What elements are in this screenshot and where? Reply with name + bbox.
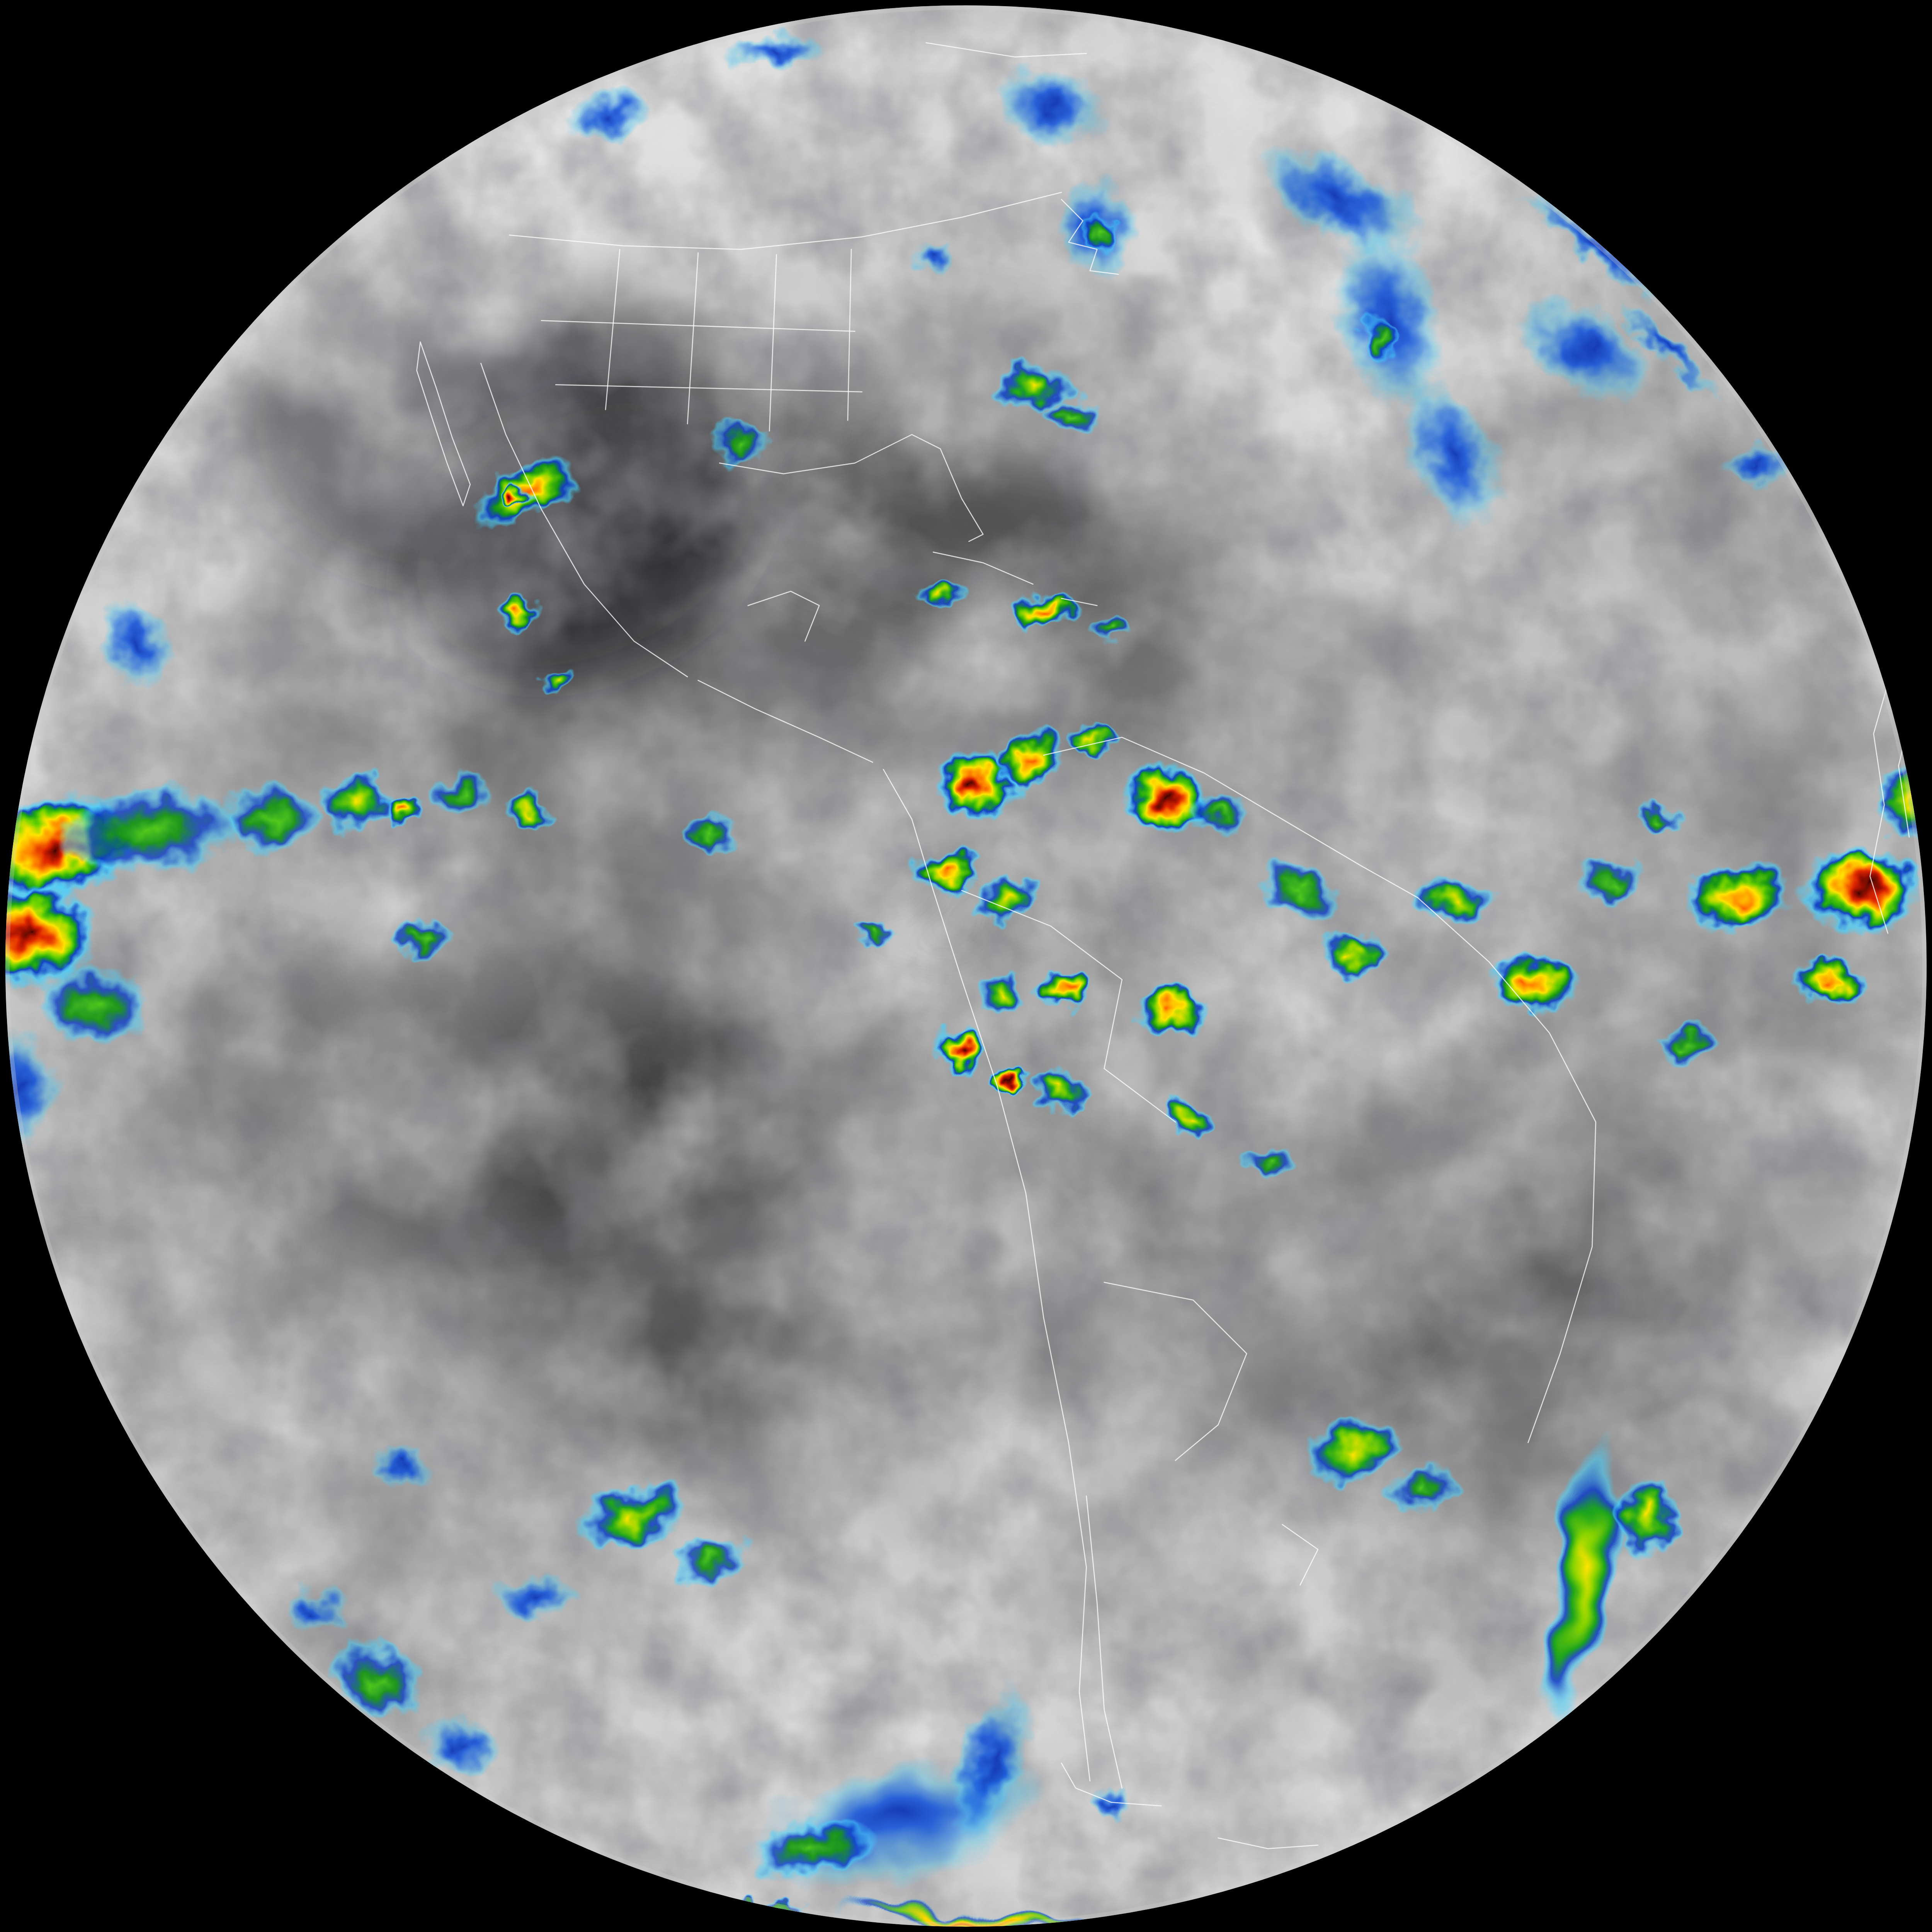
- convection-cell-pacific-cell-c: [427, 769, 492, 819]
- convection-cell-pacific-cell-f: [680, 814, 737, 853]
- convection-cell-pacific-cell-e: [395, 919, 445, 954]
- convection-cell-quebec-speck: [908, 239, 958, 274]
- convection-cell-colombia-cell-c: [913, 848, 981, 898]
- convection-cell-panama-bight-cell: [853, 919, 892, 947]
- convection-cell-pacific-cell-a: [224, 784, 317, 855]
- convection-cell-colombia-cell-d: [976, 874, 1040, 921]
- convection-cell-peru-cell-b: [973, 973, 1029, 1015]
- convection-cell-gulf-cell: [711, 422, 771, 465]
- convection-cell-hudson-green-speck: [1087, 214, 1115, 257]
- convection-cell-pacific-cell-red-spot: [381, 793, 424, 825]
- convection-cell-atl-itcz-d: [1660, 1024, 1717, 1063]
- convection-cell-amazon-center-cluster: [1136, 986, 1208, 1036]
- earth-disk: [0, 0, 1932, 1927]
- convection-cell-spac-west-blue: [371, 1446, 435, 1489]
- convection-cell-atl-itcz-c: [1574, 857, 1645, 903]
- convection-cell-guyana-cell: [1186, 791, 1250, 833]
- convection-cell-brazil-n-green: [1321, 933, 1386, 976]
- convection-cell-spac-specks: [492, 1574, 577, 1617]
- convection-cell-sw-specks: [281, 1588, 345, 1631]
- convection-cell-amazon-green-1: [1033, 1070, 1090, 1109]
- goes-full-disk-ir-image: [0, 0, 1932, 1932]
- convection-cell-caribbean-cell-c: [1088, 616, 1134, 645]
- convection-cell-atl-itcz-g: [1792, 958, 1863, 1008]
- satellite-image-viewport: [0, 0, 1932, 1932]
- convection-cell-caribbean-cell-a: [917, 579, 960, 607]
- convection-cell-pacific-cell-d: [502, 793, 552, 832]
- convection-cell-texas-mexico-storm-core: [498, 486, 532, 511]
- convection-cell-colombia-core-b: [996, 732, 1063, 785]
- convection-cell-amazon-west-red: [1040, 971, 1090, 1010]
- convection-cell-amazon-green-3: [1240, 1143, 1296, 1179]
- convection-cell-atl-itcz-e: [1631, 803, 1681, 835]
- convection-cell-amazon-small-red: [997, 1065, 1033, 1094]
- convection-cell-bahamas-green: [1044, 397, 1100, 436]
